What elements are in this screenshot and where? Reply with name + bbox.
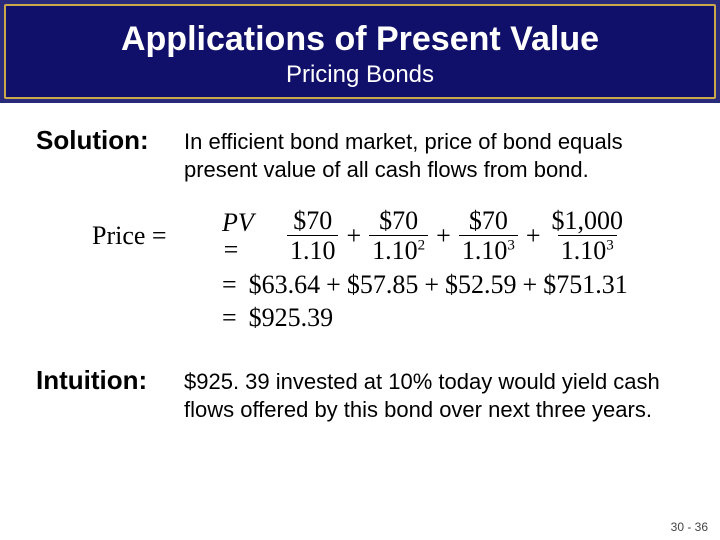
eq-sign: = bbox=[222, 304, 237, 331]
intuition-label: Intuition: bbox=[36, 365, 184, 396]
title-banner: Applications of Present Value Pricing Bo… bbox=[0, 0, 720, 103]
plus-op: + bbox=[526, 222, 541, 249]
term-2: $70 1.102 bbox=[369, 207, 428, 265]
plus-op: + bbox=[326, 271, 341, 298]
slide-content: Solution: In efficient bond market, pric… bbox=[0, 103, 720, 423]
price-eq-text: Price = bbox=[92, 221, 167, 250]
plus-op: + bbox=[523, 271, 538, 298]
sum-part-2: $57.85 bbox=[347, 271, 419, 298]
slide-subtitle: Pricing Bonds bbox=[16, 61, 704, 89]
intuition-row: Intuition: $925. 39 invested at 10% toda… bbox=[36, 365, 684, 423]
formula-line-1: Price = PV = $70 1.10 + $70 1.102 + $70 … bbox=[92, 207, 628, 265]
title-banner-inner: Applications of Present Value Pricing Bo… bbox=[4, 4, 716, 99]
formula-line-2: = $63.64 + $57.85 + $52.59 + $751.31 bbox=[92, 271, 628, 298]
sum-part-3: $52.59 bbox=[445, 271, 517, 298]
result-value: $925.39 bbox=[249, 304, 334, 331]
pv-eq-text: PV = bbox=[222, 209, 273, 264]
formula-lhs: Price = bbox=[92, 222, 222, 249]
intuition-text: $925. 39 invested at 10% today would yie… bbox=[184, 365, 684, 423]
term-4: $1,000 1.103 bbox=[549, 207, 627, 265]
plus-op: + bbox=[424, 271, 439, 298]
solution-text: In efficient bond market, price of bond … bbox=[184, 125, 684, 183]
formula-line-3: = $925.39 bbox=[92, 304, 628, 331]
slide-title: Applications of Present Value bbox=[16, 20, 704, 59]
page-number: 30 - 36 bbox=[671, 520, 708, 534]
solution-row: Solution: In efficient bond market, pric… bbox=[36, 125, 684, 183]
solution-label: Solution: bbox=[36, 125, 184, 156]
plus-op: + bbox=[346, 222, 361, 249]
term-1: $70 1.10 bbox=[287, 207, 339, 265]
eq-sign: = bbox=[222, 271, 237, 298]
formula-block: Price = PV = $70 1.10 + $70 1.102 + $70 … bbox=[36, 195, 684, 355]
sum-part-1: $63.64 bbox=[249, 271, 321, 298]
sum-part-4: $751.31 bbox=[543, 271, 628, 298]
plus-op: + bbox=[436, 222, 451, 249]
term-3: $70 1.103 bbox=[459, 207, 518, 265]
